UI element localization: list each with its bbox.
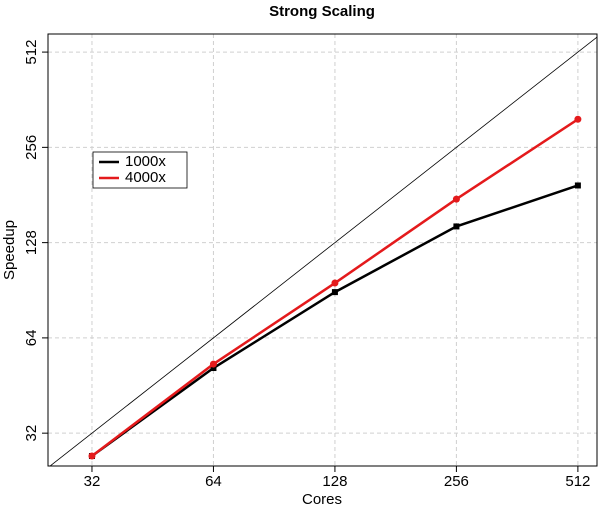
chart-title: Strong Scaling (269, 3, 375, 20)
ideal-line (49, 36, 597, 466)
legend-box (92, 151, 188, 189)
y-tick-label: 128 (23, 230, 40, 255)
legend-label: 4000x (125, 169, 166, 186)
y-tick-label: 256 (23, 135, 40, 160)
point (453, 223, 460, 230)
x-axis-label: Cores (302, 491, 342, 508)
x-tick-label: 128 (322, 473, 347, 490)
point (88, 452, 96, 460)
y-tick-label: 64 (23, 330, 40, 347)
point (574, 115, 582, 123)
x-tick-label: 64 (205, 473, 222, 490)
point (210, 365, 217, 372)
x-tick-label: 32 (84, 473, 101, 490)
point (574, 182, 581, 189)
y-axis-label: Speedup (1, 220, 18, 280)
plot-frame (47, 33, 598, 467)
legend-label: 1000x (125, 153, 166, 170)
point (452, 195, 460, 203)
point (209, 360, 217, 368)
y-tick-label: 32 (23, 425, 40, 442)
point (331, 279, 339, 287)
x-tick-label: 256 (444, 473, 469, 490)
y-tick-label: 512 (23, 40, 40, 65)
point (331, 289, 338, 296)
x-tick-label: 512 (565, 473, 590, 490)
